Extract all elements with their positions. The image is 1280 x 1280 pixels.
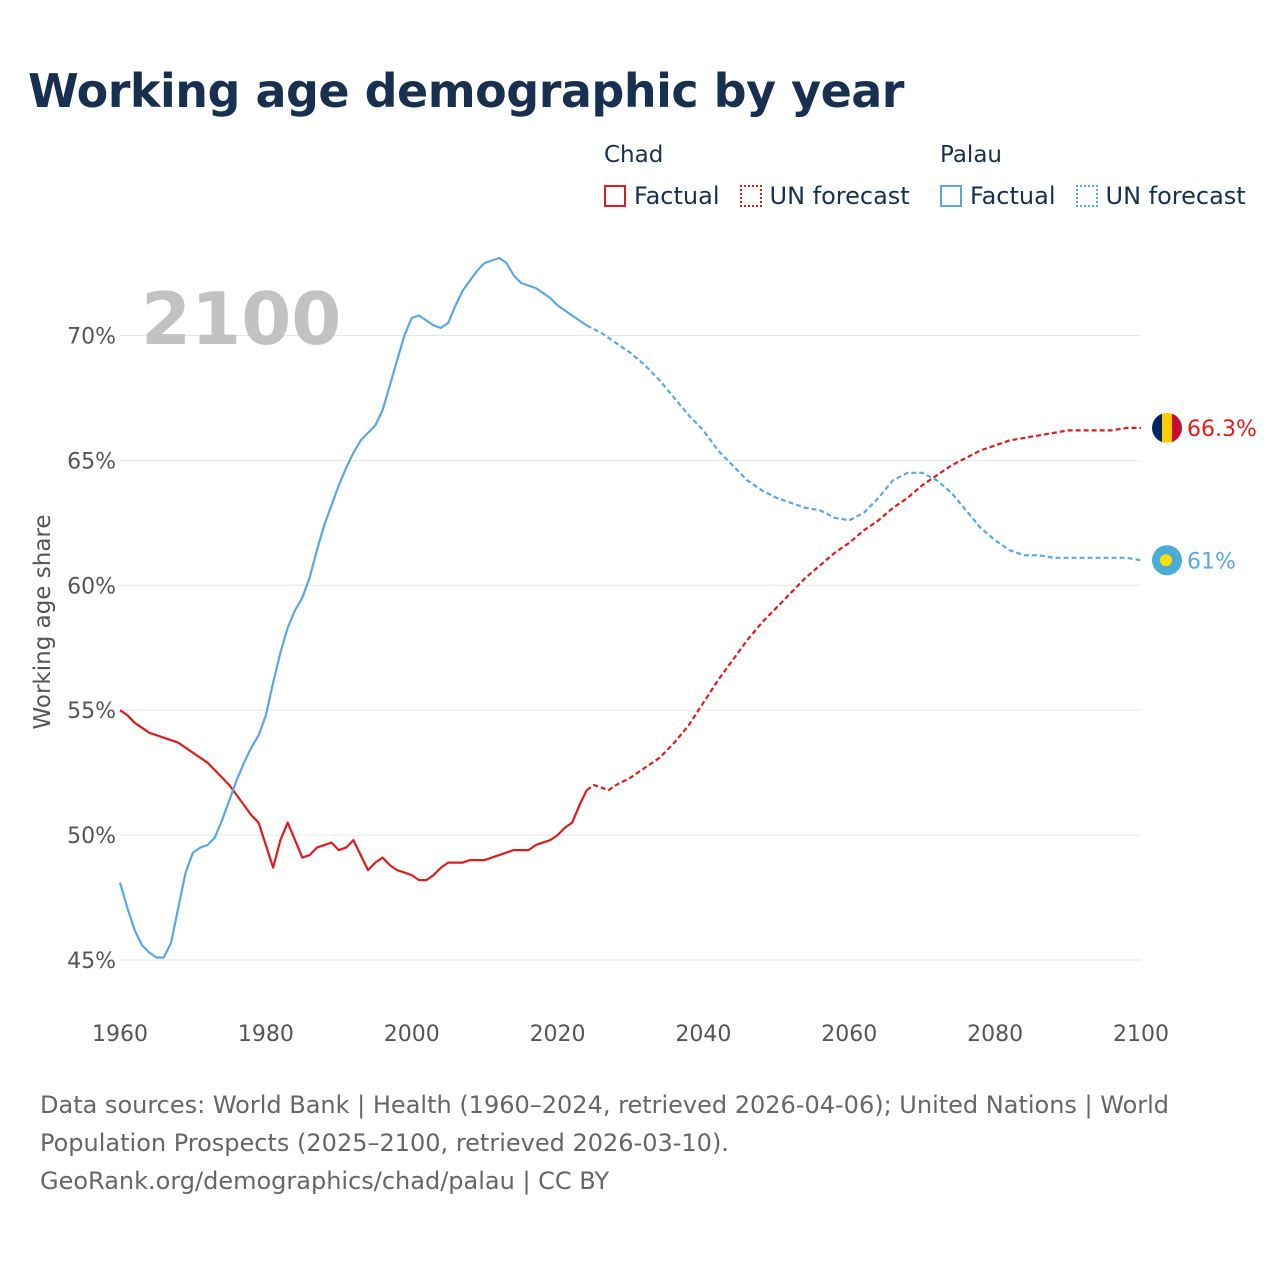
y-tick-label: 55% [67,699,116,724]
end-value-label-chad: 66.3% [1187,417,1257,442]
flag-chad-stripe [1162,412,1173,443]
y-tick-label: 65% [67,449,116,474]
legend-swatch-solid [940,185,962,207]
page-title: Working age demographic by year [28,64,905,118]
y-tick-label: 45% [67,949,116,974]
legend-group-label: Chad [604,142,664,168]
y-axis-label: Working age share [30,514,56,729]
legend-swatch-solid [604,185,626,207]
y-tick-label: 50% [67,824,116,849]
series-line-palau-forecast [586,324,1142,562]
x-tick-label: 2000 [384,1022,440,1047]
sources-text: Data sources: World Bank | Health (1960–… [40,1091,1170,1157]
series-line-palau-factual [118,256,588,959]
legend-swatch-dotted [739,185,762,207]
flag-chad-stripe [1152,412,1163,443]
series-line-chad-factual [119,709,588,882]
legend-palau-forecast[interactable]: UN forecast [1075,182,1246,210]
legend-chad-forecast[interactable]: UN forecast [739,182,910,210]
x-tick-label: 2060 [821,1022,877,1047]
y-tick-label: 70% [67,324,116,349]
legend-group-label: Palau [940,142,1002,168]
data-sources: Data sources: World Bank | Health (1960–… [40,1086,1190,1200]
legend-palau-factual[interactable]: Factual [940,182,1056,210]
legend-item-label: Factual [634,182,720,210]
y-tick-label: 60% [67,574,116,599]
flag-chad-stripe [1172,412,1182,443]
end-value-label-palau: 61% [1187,549,1236,574]
x-tick-label: 2020 [530,1022,586,1047]
flag-palau-disc [1160,554,1172,567]
x-tick-label: 2040 [675,1022,731,1047]
legend-chad-factual[interactable]: Factual [604,182,720,210]
x-tick-label: 1980 [238,1022,294,1047]
line-chart: 45% 50% 55% 60% 65% 70% 1960 1980 2000 2020 2040 20… [30,256,1257,1047]
x-tick-label: 1960 [92,1022,148,1047]
sources-link[interactable]: GeoRank.org/demographics/chad/palau | CC… [40,1167,610,1195]
legend-item-label: UN forecast [1105,182,1246,210]
legend-item-label: UN forecast [769,182,910,210]
legend-group-chad: Chad Factual UN forecast [604,142,930,210]
x-tick-label: 2080 [967,1022,1023,1047]
legend-group-palau: Palau Factual UN forecast [940,142,1266,210]
year-watermark: 2100 [141,277,341,361]
x-tick-label: 2100 [1113,1022,1169,1047]
series-line-chad-forecast [586,426,1141,792]
legend-item-label: Factual [970,182,1056,210]
legend-swatch-dotted [1075,185,1098,207]
